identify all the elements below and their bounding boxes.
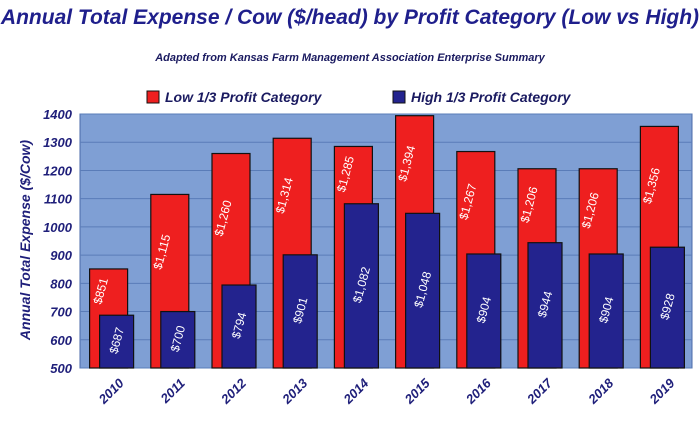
data-label-high-2018: $904 [596, 295, 617, 325]
legend: Low 1/3 Profit Category High 1/3 Profit C… [146, 89, 572, 105]
x-tick-label: 2015 [401, 375, 433, 407]
y-tick-label: 700 [50, 305, 72, 320]
y-tick-label: 800 [50, 276, 72, 291]
y-tick-label: 1000 [43, 220, 73, 235]
data-label-high-2017: $944 [535, 289, 556, 319]
legend-swatch-low [146, 90, 160, 104]
bar-high-2011 [160, 310, 196, 369]
x-tick-label: 2013 [279, 375, 311, 407]
y-tick-label: 1200 [43, 163, 73, 178]
y-tick-label: 900 [50, 248, 72, 263]
data-label-high-2012: $794 [229, 310, 250, 340]
y-tick-label: 1300 [43, 135, 73, 150]
data-label-high-2013: $901 [290, 295, 311, 325]
data-label-low-2010: $851 [91, 276, 112, 306]
bar-high-2016 [466, 253, 502, 369]
x-tick-label: 2011 [157, 376, 188, 407]
data-label-high-2016: $904 [474, 295, 495, 325]
x-tick-label: 2016 [462, 375, 494, 407]
y-tick-label: 1400 [43, 107, 73, 122]
legend-swatch-high [392, 90, 406, 104]
y-axis-label: Annual Total Expense ($/Cow) [17, 140, 33, 342]
x-tick-label: 2010 [95, 375, 127, 407]
bar-high-2019 [649, 246, 686, 369]
bar-high-2017 [527, 242, 563, 369]
y-axis: 500 600 700 800 900 1000 1100 1200 1300 1400 [43, 107, 73, 376]
y-tick-label: 1100 [44, 192, 73, 207]
chart-title: Annual Total Expense / Cow ($/head) by P… [0, 6, 700, 29]
x-tick-label: 2017 [523, 375, 555, 407]
bar-high-2014 [343, 203, 379, 369]
y-tick-label: 500 [50, 361, 72, 376]
x-tick-label: 2019 [646, 375, 678, 407]
legend-label-high: High 1/3 Profit Category [411, 89, 572, 105]
legend-label-low: Low 1/3 Profit Category [165, 89, 323, 105]
data-label-high-2010: $687 [107, 326, 128, 356]
bar-high-2018 [588, 253, 624, 369]
bar-high-2013 [282, 254, 318, 369]
x-tick-label: 2014 [340, 375, 372, 407]
bar-high-2012 [221, 284, 257, 369]
bar-high-2015 [405, 212, 441, 369]
bar-high-2010 [98, 314, 135, 369]
x-axis: 2010 2011 2012 2013 2014 2015 2016 2017 2018 2019 [95, 375, 678, 407]
data-label-high-2019: $928 [657, 292, 678, 322]
chart-subtitle: Adapted from Kansas Farm Management Asso… [155, 52, 545, 64]
x-tick-label: 2018 [585, 375, 617, 407]
plot-area: $851$687$1,115$700$1,260$794$1,314$901$1… [79, 113, 693, 369]
y-tick-label: 600 [50, 333, 72, 348]
x-tick-label: 2012 [217, 375, 249, 407]
data-label-high-2011: $700 [168, 324, 189, 354]
